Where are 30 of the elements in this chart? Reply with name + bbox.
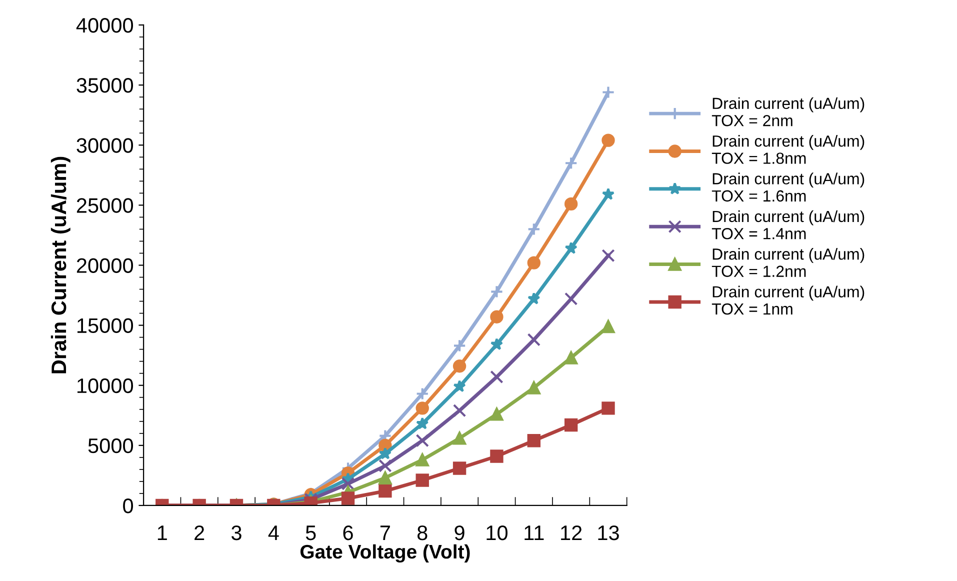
legend-label: Drain current (uA/um) TOX = 1.8nm — [712, 134, 864, 164]
x-tick-label: 1 — [158, 526, 167, 540]
legend-label: Drain current (uA/um) TOX = 1.4nm — [712, 210, 864, 240]
legend-label: Drain current (uA/um) TOX = 2nm — [712, 97, 864, 126]
y-tick-label: 25000 — [76, 198, 134, 213]
y-tick-label: 40000 — [76, 18, 134, 33]
y-tick-label: 20000 — [76, 258, 134, 273]
x-tick-label: 7 — [380, 526, 390, 540]
x-tick-label: 12 — [561, 525, 582, 540]
y-tick-label: 10000 — [77, 378, 134, 394]
x-tick-label: 8 — [417, 525, 428, 540]
x-tick-label: 4 — [268, 526, 279, 540]
legend-label: Drain current (uA/um) TOX = 1.6nm — [712, 172, 864, 202]
x-tick-label: 10 — [486, 525, 508, 540]
y-tick-label: 0 — [123, 498, 134, 514]
y-tick-label: 5000 — [88, 438, 134, 454]
x-tick-label: 5 — [306, 526, 316, 540]
y-tick-label: 15000 — [77, 318, 134, 334]
y-tick-label: 30000 — [76, 138, 134, 153]
x-tick-label: 6 — [343, 525, 353, 540]
x-tick-label: 13 — [598, 525, 619, 540]
y-tick-label: 35000 — [76, 78, 134, 93]
x-tick-label: 11 — [524, 526, 544, 540]
legend-label: Drain current (uA/um) TOX = 1nm — [712, 286, 864, 315]
legend-label: Drain current (uA/um) TOX = 1.2nm — [712, 248, 864, 277]
x-tick-label: 3 — [231, 525, 242, 540]
x-tick-label: 2 — [194, 525, 204, 540]
x-axis-title: Gate Voltage (Volt) — [300, 544, 470, 563]
y-axis-title: Drain Current (uA/um) — [50, 156, 70, 374]
x-tick-label: 9 — [454, 525, 464, 540]
